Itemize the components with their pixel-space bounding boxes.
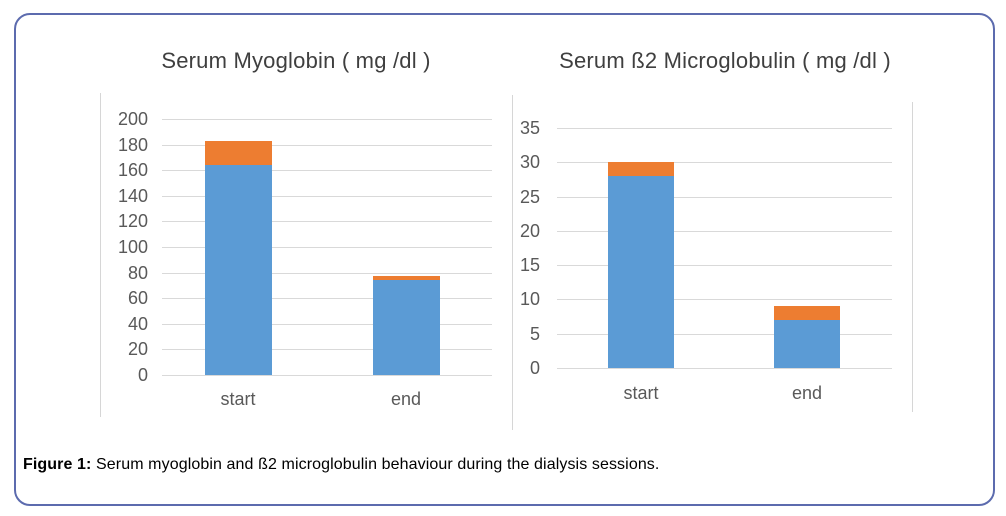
myoglobin-chart-title: Serum Myoglobin ( mg /dl ): [161, 48, 431, 73]
b2-microglobulin-chart-title: Serum ß2 Microglobulin ( mg /dl ): [559, 48, 891, 73]
figure-border-box: [14, 13, 995, 506]
figure-caption: Figure 1: Serum myoglobin and ß2 microgl…: [23, 456, 963, 474]
figure-caption-label: Figure 1:: [23, 456, 92, 473]
figure-caption-text: Serum myoglobin and ß2 microglobulin beh…: [91, 456, 660, 473]
